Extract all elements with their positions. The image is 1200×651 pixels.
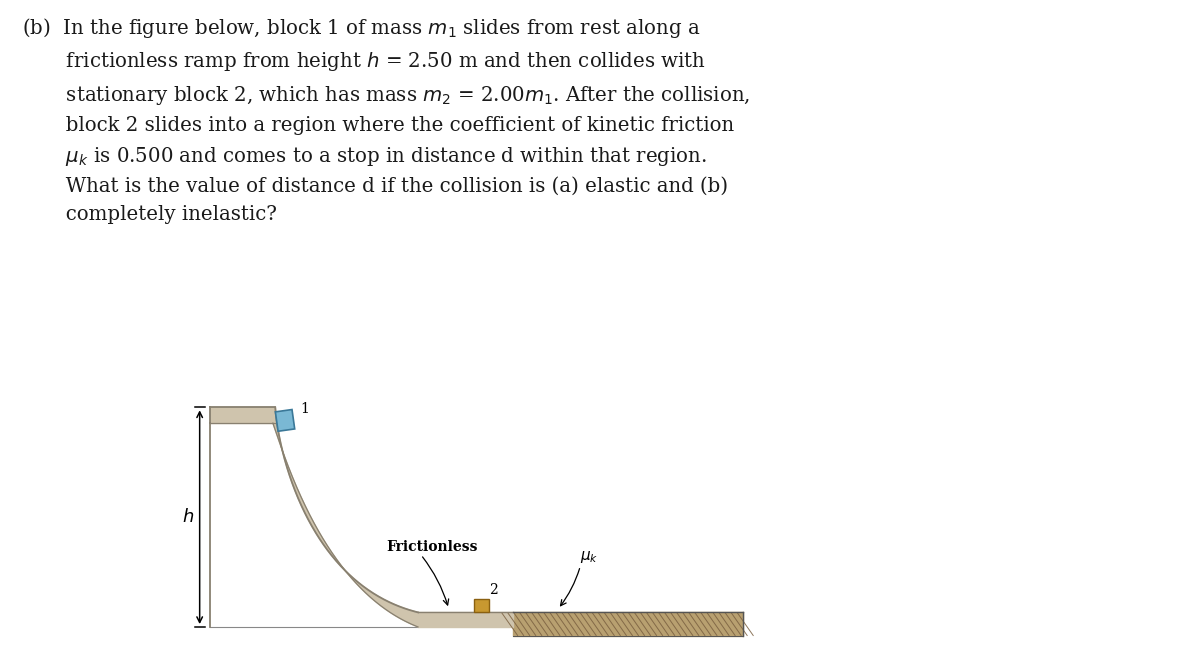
Polygon shape (418, 613, 514, 627)
Text: 1: 1 (300, 402, 308, 415)
Text: (b)  In the figure below, block 1 of mass $m_1$ slides from rest along a
       : (b) In the figure below, block 1 of mass… (22, 16, 750, 224)
Bar (474, 599, 488, 613)
Text: $h$: $h$ (182, 508, 194, 526)
Polygon shape (514, 613, 743, 636)
Polygon shape (210, 408, 275, 423)
Polygon shape (272, 408, 418, 627)
Text: $\mu_k$: $\mu_k$ (580, 549, 598, 565)
Polygon shape (275, 409, 295, 431)
Text: Frictionless: Frictionless (386, 540, 478, 553)
Text: 2: 2 (490, 583, 498, 597)
